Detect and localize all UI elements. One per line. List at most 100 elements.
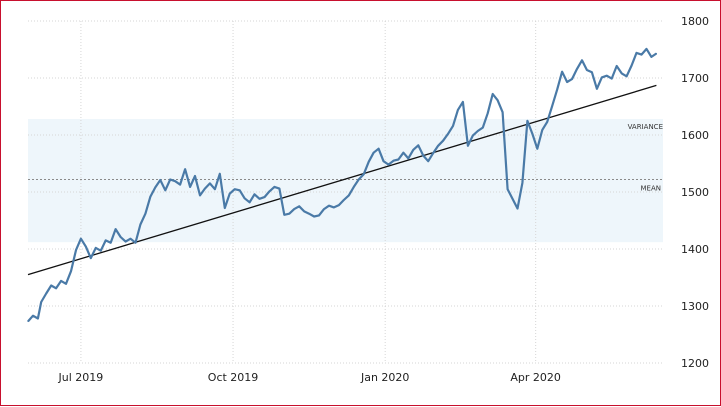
- price-point: [556, 88, 558, 90]
- price-point: [571, 78, 573, 80]
- price-point: [224, 207, 226, 209]
- x-axis-tick-labels: Jul 2019 Oct 2019 Jan 2020 Apr 2020: [58, 371, 561, 384]
- price-point: [219, 173, 221, 175]
- price-point: [50, 284, 52, 287]
- price-point: [561, 71, 563, 73]
- price-point: [635, 52, 638, 54]
- price-point: [566, 81, 568, 83]
- price-point: [189, 186, 191, 188]
- price-point: [65, 283, 67, 285]
- variance-label: VARIANCE: [628, 123, 663, 131]
- price-point: [308, 213, 310, 215]
- price-point: [541, 129, 543, 131]
- price-point: [348, 194, 350, 197]
- mean-label: MEAN: [641, 184, 662, 192]
- price-point: [521, 182, 524, 184]
- price-point: [70, 270, 72, 272]
- price-point: [358, 178, 360, 181]
- price-point: [75, 249, 77, 251]
- price-point: [95, 247, 97, 249]
- price-point: [85, 246, 87, 248]
- price-point: [526, 120, 529, 122]
- price-point: [616, 65, 618, 67]
- y-tick-label: 1500: [681, 186, 709, 199]
- price-point: [591, 71, 593, 73]
- price-point: [546, 121, 548, 123]
- price-point: [417, 144, 419, 146]
- price-point: [139, 223, 142, 226]
- gridlines: [28, 20, 663, 364]
- price-point: [472, 134, 474, 137]
- price-point: [144, 213, 147, 215]
- price-point: [482, 126, 484, 129]
- price-point: [303, 210, 305, 212]
- price-point: [363, 173, 365, 175]
- price-point: [601, 76, 603, 79]
- price-point: [229, 193, 231, 195]
- price-point: [437, 145, 439, 147]
- price-point: [258, 198, 261, 200]
- price-point: [467, 145, 469, 147]
- price-point: [124, 240, 127, 243]
- price-point: [248, 201, 251, 203]
- price-point: [60, 280, 62, 282]
- price-point: [174, 180, 176, 182]
- price-point: [516, 207, 519, 210]
- price-point: [283, 214, 285, 216]
- price-point: [27, 320, 29, 322]
- price-point: [422, 154, 424, 157]
- price-point: [343, 199, 345, 201]
- price-point: [164, 189, 166, 191]
- price-point: [333, 206, 335, 208]
- price-point: [387, 164, 390, 166]
- price-point: [457, 109, 459, 111]
- price-point: [37, 317, 39, 320]
- x-tick-label: Oct 2019: [208, 371, 259, 384]
- price-point: [611, 77, 613, 80]
- price-point: [621, 72, 623, 75]
- price-point: [169, 178, 171, 181]
- price-point: [581, 59, 583, 61]
- price-point: [120, 236, 122, 238]
- price-point: [194, 175, 196, 177]
- price-point: [645, 48, 648, 50]
- price-point: [536, 148, 538, 150]
- price-point: [253, 193, 256, 195]
- price-point: [199, 194, 201, 197]
- price-point: [630, 64, 633, 67]
- price-point: [501, 111, 504, 113]
- price-point: [278, 187, 280, 190]
- price-point: [368, 161, 370, 163]
- price-point: [427, 160, 429, 162]
- y-tick-label: 1400: [681, 243, 709, 256]
- price-point: [586, 69, 588, 71]
- y-axis-tick-labels: 1200 1300 1400 1500 1600 1700 1800: [681, 15, 709, 370]
- price-point: [149, 195, 151, 198]
- price-point: [338, 204, 340, 206]
- price-point: [45, 292, 47, 295]
- y-tick-label: 1600: [681, 129, 709, 142]
- price-point: [432, 152, 434, 154]
- price-point: [263, 196, 266, 198]
- price-point: [655, 52, 657, 55]
- y-tick-label: 1200: [681, 357, 709, 370]
- y-tick-label: 1300: [681, 300, 709, 313]
- price-point: [273, 186, 275, 188]
- price-point: [353, 186, 355, 188]
- price-point: [32, 315, 34, 317]
- price-point: [313, 215, 315, 218]
- price-point: [298, 205, 300, 207]
- price-point: [288, 213, 290, 215]
- price-point: [626, 75, 628, 77]
- price-point: [234, 188, 236, 190]
- price-point: [90, 257, 92, 259]
- x-tick-label: Apr 2020: [510, 371, 561, 384]
- price-point: [447, 133, 449, 135]
- price-point: [129, 238, 132, 240]
- price-point: [497, 99, 499, 101]
- y-tick-label: 1700: [681, 72, 709, 85]
- price-point: [402, 152, 404, 154]
- price-point: [40, 301, 42, 303]
- price-point: [506, 188, 509, 190]
